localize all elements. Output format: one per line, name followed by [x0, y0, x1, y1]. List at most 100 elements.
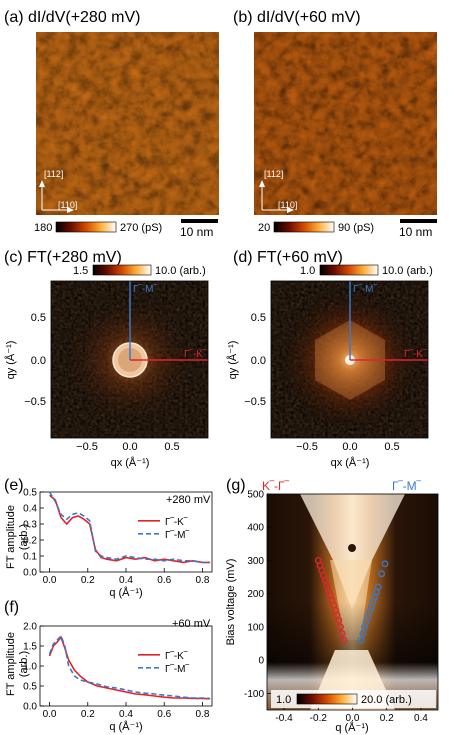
- panel-f-xlabel: q (Å⁻¹): [109, 720, 142, 733]
- x-tick-label: 0.0: [346, 713, 360, 724]
- y-tick-label: 0: [258, 656, 264, 667]
- panel-c-xtick: −0.5: [76, 441, 98, 453]
- panel-a-map: [36, 32, 219, 215]
- x-tick-label: 0.2: [380, 713, 394, 724]
- panel-g-title: (g): [226, 477, 246, 494]
- panel-a-dir-y: [112]: [44, 169, 63, 179]
- panel-g-label-kg: K‾-Γ‾: [262, 479, 290, 493]
- panel-b-scalebar-label: 10 nm: [399, 225, 432, 239]
- panel-b-map: [254, 32, 437, 215]
- panel-e-title: (e): [4, 477, 24, 494]
- panel-c-label-gm: Γ‾-M‾: [133, 283, 157, 295]
- y-tick-label: 500: [247, 490, 264, 501]
- panel-c-cbar-min: 1.5: [73, 265, 88, 277]
- panel-g-overlay: -0.4 -0.2 0.0 0.2 0.4 -100 0 100 200 300 400 500: [244, 490, 439, 724]
- dispersion-point-0: [338, 630, 346, 638]
- panel-b-cbar-min: 20: [258, 222, 270, 234]
- panel-f-title: (f): [4, 599, 19, 616]
- panel-g-colorbar: [296, 693, 358, 705]
- panel-c-axes: 0.5 0.0 −0.5 −0.5 0.0 0.5: [24, 280, 209, 453]
- x-tick-label: 0.0: [43, 575, 57, 586]
- panel-d-cbar-min: 1.0: [300, 265, 315, 277]
- y-tick-label: 1.5: [23, 642, 37, 653]
- legend-label: Γ‾-K‾: [165, 650, 188, 662]
- x-tick-label: 0.4: [119, 575, 133, 586]
- dispersion-point-1: [378, 570, 386, 578]
- panel-f-ylabel-unit: (arb.): [18, 651, 30, 677]
- panel-a-colorbar: [55, 221, 117, 233]
- panel-c-ylabel-d: qy (Å⁻¹): [226, 341, 239, 380]
- panel-a-cbar-min: 180: [34, 222, 52, 234]
- x-tick-label: 0.6: [157, 575, 171, 586]
- dispersion-point-0: [335, 616, 343, 624]
- x-tick-label: 0.4: [414, 713, 428, 724]
- y-tick-label: 1.0: [23, 662, 37, 673]
- panel-g-ylabel: Bias voltage (mV): [225, 559, 237, 646]
- panel-e-ylabel-line1: FT amplitude: [5, 505, 17, 569]
- panel-b-colorbar: [273, 221, 335, 233]
- x-tick-label: 0.8: [195, 709, 209, 720]
- legend-label: Γ‾-M‾: [165, 529, 189, 541]
- y-tick-label: 0.4: [23, 504, 37, 515]
- panel-a-dir-x: [110]: [58, 200, 77, 210]
- panel-g-map: [267, 494, 438, 710]
- x-tick-label: 0.2: [81, 709, 95, 720]
- panel-d-axes: 0.5 0.0 −0.5 −0.5 0.0 0.5: [244, 280, 429, 453]
- panel-c-xlabel: qx (Å⁻¹): [111, 456, 150, 469]
- panel-g-label-gm: Γ‾-M‾: [392, 479, 422, 493]
- panel-e-xlabel: q (Å⁻¹): [109, 586, 142, 599]
- legend-label: Γ‾-M‾: [165, 663, 189, 675]
- panel-e-ylabel-unit: (arb.): [18, 524, 30, 550]
- y-tick-label: 0.5: [23, 682, 37, 693]
- panel-c-cbar-max: 10.0 (arb.): [155, 265, 206, 277]
- panel-b-direction-arrows: [112] [110]: [259, 169, 297, 213]
- panel-b-cbar-max: 90 (pS): [338, 222, 374, 234]
- y-tick-label: 300: [247, 556, 264, 567]
- y-tick-label: 200: [247, 589, 264, 600]
- x-tick-label: 0.0: [43, 709, 57, 720]
- panel-b-title: (b) dI/dV(+60 mV): [233, 9, 361, 26]
- panel-a-cbar-max: 270 (pS): [120, 222, 162, 234]
- panel-g-cbar-min: 1.0: [276, 694, 291, 706]
- dispersion-point-1: [357, 636, 365, 644]
- dispersion-point-1: [381, 560, 389, 568]
- panel-d-colorbar: [319, 264, 379, 276]
- panel-a-title: (a) dI/dV(+280 mV): [4, 9, 141, 26]
- dispersion-point-0: [337, 623, 344, 631]
- series-line-0: [49, 494, 211, 564]
- panel-c-ytick: 0.5: [31, 312, 46, 324]
- panel-d-ytick: 0.5: [251, 312, 266, 324]
- y-tick-label: 0.0: [23, 568, 37, 579]
- panel-g-xlabel: q (Å⁻¹): [335, 721, 368, 734]
- y-tick-label: 0.5: [23, 488, 37, 499]
- panel-e-plot: 0.0 0.2 0.4 0.6 0.8 0.0 0.1 0.2 0.3 0.4 0.5 Γ‾-K‾Γ‾…: [23, 488, 213, 586]
- panel-d-cbar-max: 10.0 (arb.): [382, 265, 433, 277]
- panel-e-note: +280 mV: [166, 494, 211, 506]
- panel-d-xtick: −0.5: [296, 441, 318, 453]
- y-tick-label: 2.0: [23, 622, 37, 633]
- panel-c-ytick: 0.0: [31, 355, 46, 367]
- panel-d-ytick: −0.5: [244, 396, 266, 408]
- panel-f-plot: 0.0 0.2 0.4 0.6 0.8 0.0 0.5 1.0 1.5 2.0 Γ‾-K‾Γ‾-M‾: [23, 622, 213, 720]
- panel-f-note: +60 mV: [172, 618, 211, 630]
- y-tick-label: 100: [247, 622, 264, 633]
- series-line-1: [48, 491, 211, 564]
- y-tick-label: 0.2: [23, 536, 37, 547]
- panel-a-scalebar-label: 10 nm: [180, 225, 213, 239]
- panel-c-xtick: 0.0: [122, 441, 137, 453]
- panel-d-label-gm: Γ‾-M‾: [353, 283, 377, 295]
- panel-d-xtick: 0.5: [384, 441, 399, 453]
- x-tick-label: 0.2: [81, 575, 95, 586]
- panel-d-ytick: 0.0: [251, 355, 266, 367]
- panel-c-ytick: −0.5: [24, 396, 46, 408]
- dispersion-point-1: [359, 630, 367, 638]
- x-tick-label: 0.6: [157, 709, 171, 720]
- panel-e-ylabel: FT amplitude: [5, 505, 17, 569]
- panel-c-title: (c) FT(+280 mV): [4, 249, 122, 266]
- panel-b-scalebar: [400, 219, 437, 223]
- y-tick-label: 0.3: [23, 520, 37, 531]
- dispersion-point-0: [340, 636, 348, 644]
- dispersion-point-1: [374, 583, 382, 591]
- x-tick-label: 0.8: [195, 575, 209, 586]
